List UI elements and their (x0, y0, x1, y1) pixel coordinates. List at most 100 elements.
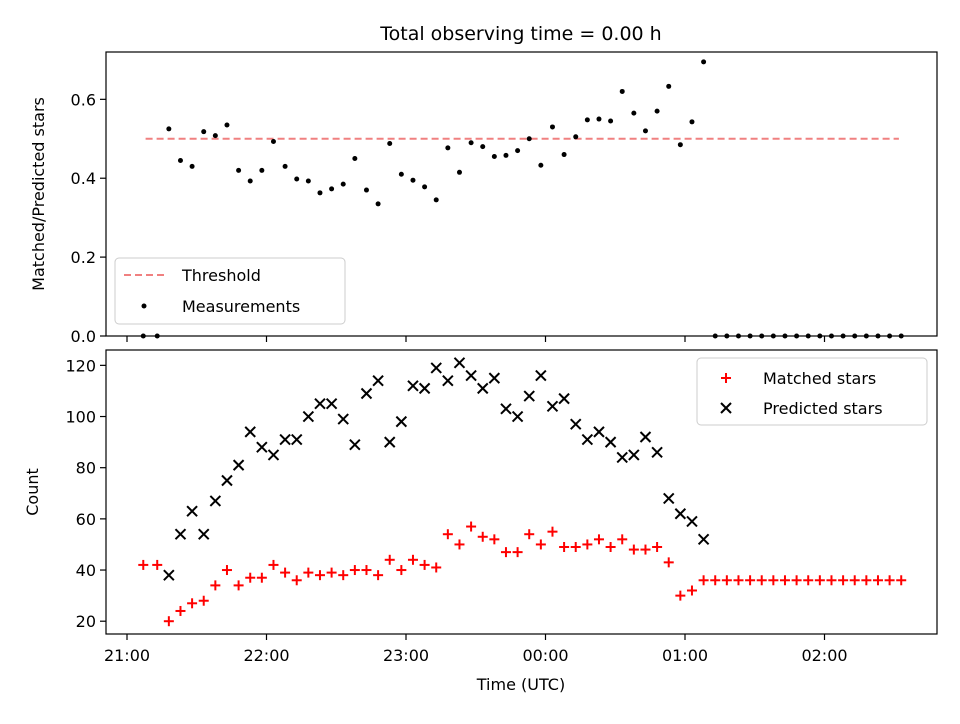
measurement-point (642, 128, 648, 134)
matched-star-point (175, 605, 186, 616)
predicted-star-point (616, 451, 628, 464)
top-legend: Threshold Measurements (114, 257, 346, 325)
matched-star-point (745, 575, 756, 586)
top-y-tick-label: 0.6 (71, 90, 96, 109)
matched-star-point (896, 575, 907, 586)
measurement-point (689, 119, 695, 125)
matched-star-point (361, 565, 372, 576)
matched-star-point (384, 554, 395, 565)
predicted-star-point (674, 508, 687, 520)
bottom-panel: 20 40 60 80 100 120 21:00 22:00 23:00 00:00 01:00… (23, 349, 938, 694)
measurement-point (398, 171, 404, 177)
matched-star-point (221, 565, 232, 576)
matched-star-point (652, 542, 663, 553)
measurement-point (201, 129, 207, 135)
measurement-point (491, 154, 497, 160)
predicted-star-point (511, 410, 524, 423)
matched-star-point (512, 547, 523, 558)
matched-star-point (466, 521, 477, 532)
predicted-star-point (488, 372, 501, 384)
measurement-point (422, 184, 428, 190)
matched-star-point (884, 575, 895, 586)
matched-star-point (210, 580, 221, 591)
measurement-point (294, 176, 300, 182)
matched-star-point (698, 575, 709, 586)
matched-star-point (733, 575, 744, 586)
predicted-star-point (395, 415, 408, 428)
measurement-point (503, 152, 509, 158)
bottom-y-axis-label: Count (23, 468, 42, 516)
top-y-ticks: 0.0 0.2 0.4 0.6 (71, 90, 106, 346)
top-y-tick-label: 0.2 (71, 248, 96, 267)
measurement-point (236, 167, 242, 173)
measurement-point (363, 187, 369, 193)
measurement-point (561, 152, 567, 158)
counts-layer (138, 357, 907, 627)
predicted-legend-label: Predicted stars (763, 399, 883, 418)
matched-star-point (570, 542, 581, 553)
matched-star-point (477, 531, 488, 542)
matched-star-point (593, 534, 604, 545)
predicted-star-point (465, 369, 477, 382)
predicted-star-point (314, 398, 326, 410)
bottom-plot-frame (105, 349, 938, 635)
matched-star-point (256, 572, 267, 583)
matched-star-point (268, 559, 279, 570)
matched-star-point (419, 559, 430, 570)
measurement-point (526, 136, 532, 142)
matched-star-point (617, 534, 628, 545)
matched-star-point (710, 575, 721, 586)
predicted-star-point (628, 449, 640, 461)
bottom-y-tick-label: 40 (76, 561, 96, 580)
top-plot-frame (105, 51, 938, 337)
matched-star-point (756, 575, 767, 586)
matched-star-point (233, 580, 244, 591)
matched-star-point (407, 554, 418, 565)
measurement-point (352, 156, 358, 161)
matched-star-point (547, 526, 558, 537)
predicted-star-point (697, 533, 710, 546)
predicted-star-point (349, 438, 361, 451)
top-legend-box (114, 257, 346, 325)
matched-star-point (675, 590, 686, 601)
measurement-point (166, 126, 172, 132)
measurement-point (456, 169, 462, 175)
matched-star-point (152, 559, 163, 570)
matched-star-point (559, 542, 570, 553)
measurement-point (340, 181, 346, 187)
predicted-star-point (198, 528, 210, 540)
measurement-point (212, 133, 218, 139)
matched-star-point (280, 567, 291, 578)
predicted-star-point (221, 474, 233, 487)
predicted-star-point (604, 436, 617, 448)
matched-star-point (582, 539, 593, 550)
bottom-y-tick-label: 100 (65, 408, 96, 427)
matched-star-point (245, 572, 256, 583)
matched-star-point (431, 562, 442, 573)
matched-star-point (838, 575, 849, 586)
predicted-star-point (256, 441, 268, 453)
bottom-y-tick-label: 60 (76, 510, 96, 529)
bottom-x-ticks: 21:00 22:00 23:00 00:00 01:00 02:00 (104, 634, 848, 665)
predicted-star-point (325, 398, 338, 410)
measurement-point (247, 178, 253, 184)
predicted-star-point (360, 387, 373, 400)
measurement-point (654, 108, 660, 114)
predicted-star-point (570, 418, 582, 430)
measurement-point (375, 201, 381, 207)
predicted-star-point (186, 505, 198, 517)
predicted-star-point (384, 436, 396, 448)
measurements-layer (140, 59, 904, 339)
predicted-star-point (418, 382, 431, 395)
matched-star-point (396, 565, 407, 576)
predicted-star-point (302, 410, 315, 423)
matched-star-point (605, 542, 616, 553)
measurement-point (224, 122, 230, 128)
x-tick-label: 23:00 (383, 646, 429, 665)
top-y-tick-label: 0.4 (71, 169, 96, 188)
top-y-tick-label: 0.0 (71, 327, 96, 346)
predicted-star-point (337, 413, 349, 425)
predicted-legend-swatch (720, 402, 732, 414)
matched-star-point (721, 575, 732, 586)
predicted-star-point (163, 569, 175, 581)
